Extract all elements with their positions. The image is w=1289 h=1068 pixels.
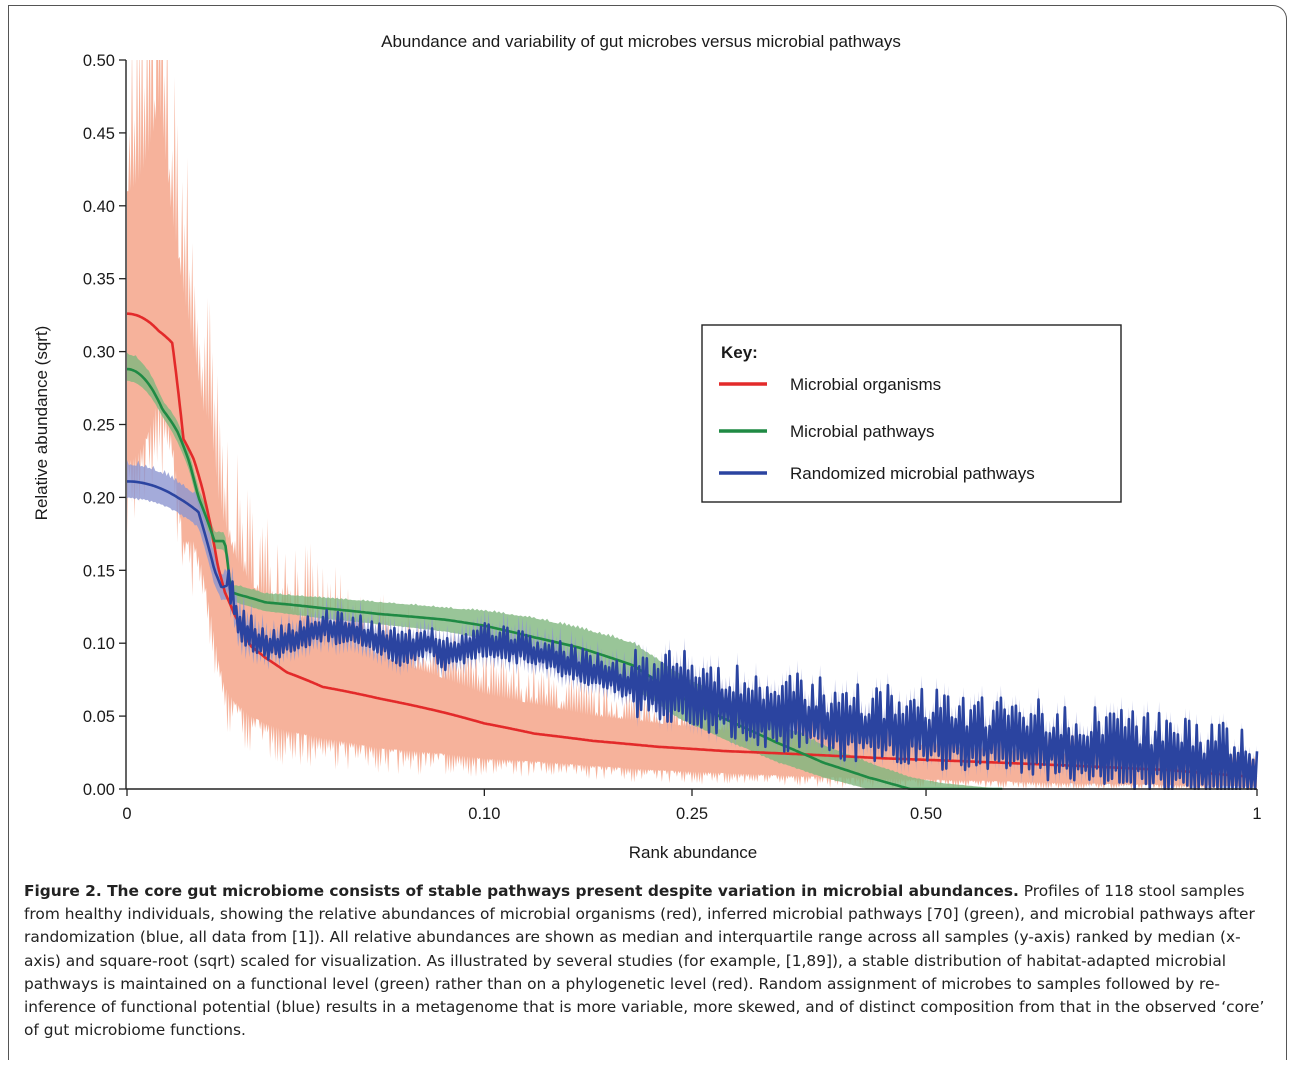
median-lines	[127, 312, 1259, 790]
legend-label: Randomized microbial pathways	[790, 464, 1035, 483]
x-tick-label: 0	[122, 805, 131, 823]
chart-title: Abundance and variability of gut microbe…	[381, 32, 901, 51]
y-tick-label: 0.25	[83, 417, 115, 435]
line-randomized-pathways	[127, 480, 1259, 790]
y-axis-label: Relative abundance (sqrt)	[32, 326, 51, 521]
caption-text: Profiles of 118 stool samples from healt…	[24, 882, 1265, 1040]
legend-box	[701, 324, 1122, 503]
y-tick-label: 0.20	[83, 489, 115, 507]
y-tick-label: 0.00	[83, 781, 115, 799]
legend-title: Key:	[721, 343, 758, 362]
line-microbial-organisms	[127, 312, 1258, 779]
y-tick-label: 0.30	[83, 344, 115, 362]
legend-label: Microbial organisms	[790, 375, 941, 394]
tick-labels: 0.00 0.05 0.10 0.15 0.20 0.25 0.30 0.35 0.40 0.45…	[83, 52, 1262, 823]
x-axis-label: Rank abundance	[629, 843, 758, 862]
x-tick-label: 0.50	[910, 805, 942, 823]
figure-frame	[8, 5, 1287, 1060]
x-tick-label: 0.10	[468, 805, 500, 823]
y-tick-label: 0.10	[83, 635, 115, 653]
y-tick-label: 0.45	[83, 125, 115, 143]
x-tick-label: 1	[1252, 805, 1261, 823]
y-tick-label: 0.50	[83, 52, 115, 70]
legend-label: Microbial pathways	[790, 422, 935, 441]
figure-caption: Figure 2. The core gut microbiome consis…	[24, 880, 1269, 1042]
axes	[119, 59, 1258, 796]
line-microbial-pathways	[127, 367, 1003, 790]
y-tick-label: 0.05	[83, 708, 115, 726]
x-tick-label: 0.25	[676, 805, 708, 823]
y-tick-label: 0.15	[83, 562, 115, 580]
caption-label: Figure 2. The core gut microbiome consis…	[24, 882, 1019, 900]
chart: Abundance and variability of gut microbe…	[32, 32, 1262, 862]
legend: Key: Microbial organisms Microbial pathwa…	[701, 324, 1122, 503]
y-tick-label: 0.35	[83, 271, 115, 289]
y-tick-label: 0.40	[83, 198, 115, 216]
